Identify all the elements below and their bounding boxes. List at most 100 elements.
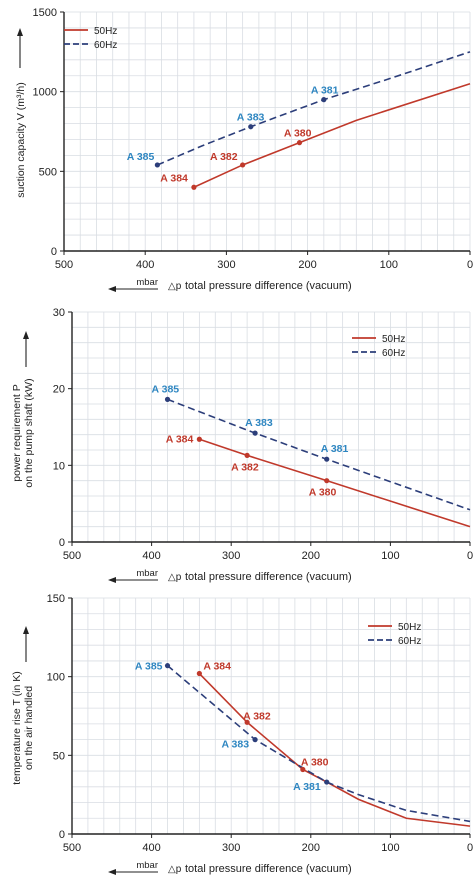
x-tick-label: 0 [467, 259, 473, 271]
y-axis-label: temperature rise T (in K) [11, 671, 23, 784]
x-unit-arrow-head [108, 286, 116, 292]
x-tick-label: 500 [63, 550, 81, 562]
data-point [164, 663, 171, 669]
x-tick-label: 200 [298, 259, 316, 271]
x-tick-label: 500 [63, 842, 81, 854]
data-point [240, 162, 246, 168]
legend-label: 60Hz [398, 636, 421, 647]
x-tick-label: 100 [381, 550, 399, 562]
x-unit-arrow-head [108, 869, 116, 875]
x-tick-label: 100 [380, 259, 398, 271]
point-label: A 380 [309, 487, 337, 499]
legend-label: 50Hz [398, 622, 421, 633]
y-tick-label: 0 [59, 537, 65, 549]
grid [63, 11, 471, 252]
y-axis-arrow-head [17, 28, 23, 36]
point-label: A 383 [221, 739, 249, 751]
x-axis-symbol: △p [168, 572, 182, 583]
legend: 50Hz 60Hz [368, 622, 421, 647]
series-line-60Hz [167, 665, 471, 823]
y-tick-label: 1500 [33, 7, 57, 19]
point-label: A 381 [321, 443, 349, 455]
data-point [321, 97, 327, 103]
legend-label: 50Hz [382, 334, 405, 345]
point-label: A 381 [293, 781, 321, 793]
x-tick-label: 400 [142, 842, 160, 854]
x-tick-label: 400 [142, 550, 160, 562]
y-tick-label: 100 [47, 672, 65, 684]
point-label: A 385 [135, 661, 163, 673]
x-tick-label: 300 [222, 842, 240, 854]
x-tick-label: 300 [222, 550, 240, 562]
y-axis-label: power requirement P [11, 384, 23, 481]
data-point [244, 719, 250, 725]
data-point [248, 124, 254, 130]
x-tick-label: 200 [302, 550, 320, 562]
y-tick-label: 20 [53, 384, 65, 396]
y-axis-arrow-head [23, 331, 29, 339]
data-point [164, 396, 171, 402]
y-tick-label: 10 [53, 460, 65, 472]
data-point [324, 456, 330, 462]
x-axis-label: total pressure difference (vacuum) [185, 863, 352, 875]
data-point [324, 478, 330, 484]
point-label: A 385 [152, 383, 180, 395]
legend-label: 60Hz [382, 348, 405, 359]
point-label: A 384 [160, 172, 188, 184]
point-label: A 384 [203, 661, 231, 673]
data-point [296, 140, 303, 146]
legend: 50Hz 60Hz [352, 334, 405, 359]
data-point [300, 766, 306, 773]
series-line-50Hz [199, 438, 471, 528]
y-axis-arrow-head [23, 626, 29, 634]
y-tick-label: 0 [59, 829, 65, 841]
x-axis-label: total pressure difference (vacuum) [185, 280, 352, 292]
x-axis-label: total pressure difference (vacuum) [185, 571, 352, 583]
x-tick-label: 200 [302, 842, 320, 854]
x-unit-label: mbar [136, 860, 158, 871]
data-point [244, 452, 250, 458]
point-label: A 382 [231, 461, 259, 473]
x-tick-label: 400 [136, 259, 154, 271]
x-tick-label: 100 [381, 842, 399, 854]
data-point [196, 670, 202, 677]
point-label: A 383 [237, 112, 265, 124]
y-tick-label: 500 [39, 166, 57, 178]
legend: 50Hz 60Hz [64, 26, 117, 51]
point-label: A 382 [210, 151, 238, 163]
grid [71, 597, 471, 835]
y-axis-label-2: on the pump shaft (kW) [23, 378, 35, 487]
y-tick-label: 1000 [33, 87, 57, 99]
x-axis-symbol: △p [168, 281, 182, 292]
y-tick-label: 50 [53, 750, 65, 762]
x-axis-symbol: △p [168, 864, 182, 875]
y-tick-label: 150 [47, 593, 65, 605]
y-axis-label-group: suction capacity V (m³/h) [15, 28, 27, 198]
point-label: A 383 [245, 417, 273, 429]
legend-label: 50Hz [94, 26, 117, 37]
data-point [196, 436, 202, 442]
y-tick-label: 30 [53, 307, 65, 319]
x-unit-arrow-head [108, 577, 116, 583]
point-label: A 385 [127, 151, 155, 163]
series-line-60Hz [167, 398, 471, 511]
y-tick-label: 0 [51, 246, 57, 258]
data-point [324, 779, 330, 785]
y-axis-label: suction capacity V (m³/h) [15, 82, 27, 198]
data-point [154, 162, 160, 168]
point-label: A 380 [284, 128, 312, 140]
data-point [191, 184, 197, 190]
y-axis-label-2: on the air handled [23, 686, 35, 770]
x-unit-label: mbar [136, 568, 158, 579]
series-line-60Hz [157, 51, 471, 166]
legend-label: 60Hz [94, 40, 117, 51]
power-requirement-chart: 500 400 300 200 100 0 0 10 20 30 mbar △p total press… [11, 307, 473, 583]
point-label: A 384 [166, 433, 194, 445]
point-label: A 381 [311, 85, 339, 97]
data-point [252, 737, 258, 743]
point-label: A 382 [243, 710, 271, 722]
data-point [252, 430, 258, 436]
grid [71, 311, 471, 543]
